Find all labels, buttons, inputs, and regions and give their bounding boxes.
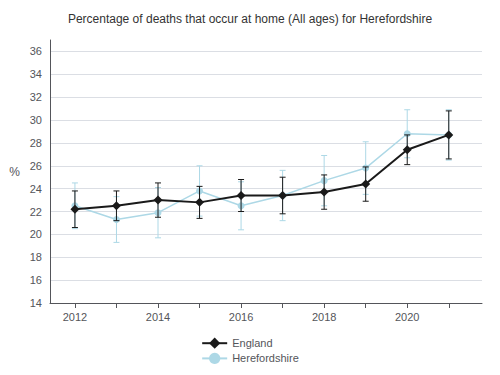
- svg-text:2020: 2020: [395, 311, 419, 323]
- svg-text:26: 26: [30, 160, 42, 172]
- svg-text:Herefordshire: Herefordshire: [232, 352, 299, 364]
- svg-text:2012: 2012: [63, 311, 87, 323]
- svg-text:Percentage of deaths that occu: Percentage of deaths that occur at home …: [68, 12, 433, 26]
- svg-text:24: 24: [30, 183, 42, 195]
- svg-text:20: 20: [30, 228, 42, 240]
- svg-text:22: 22: [30, 206, 42, 218]
- svg-text:England: England: [232, 337, 272, 349]
- svg-text:28: 28: [30, 137, 42, 149]
- svg-text:30: 30: [30, 114, 42, 126]
- svg-text:2018: 2018: [312, 311, 336, 323]
- svg-text:%: %: [9, 165, 20, 179]
- svg-text:2014: 2014: [146, 311, 170, 323]
- svg-text:16: 16: [30, 274, 42, 286]
- svg-text:2016: 2016: [229, 311, 253, 323]
- svg-text:18: 18: [30, 251, 42, 263]
- svg-text:14: 14: [30, 297, 42, 309]
- svg-text:34: 34: [30, 68, 42, 80]
- svg-text:32: 32: [30, 91, 42, 103]
- svg-text:36: 36: [30, 45, 42, 57]
